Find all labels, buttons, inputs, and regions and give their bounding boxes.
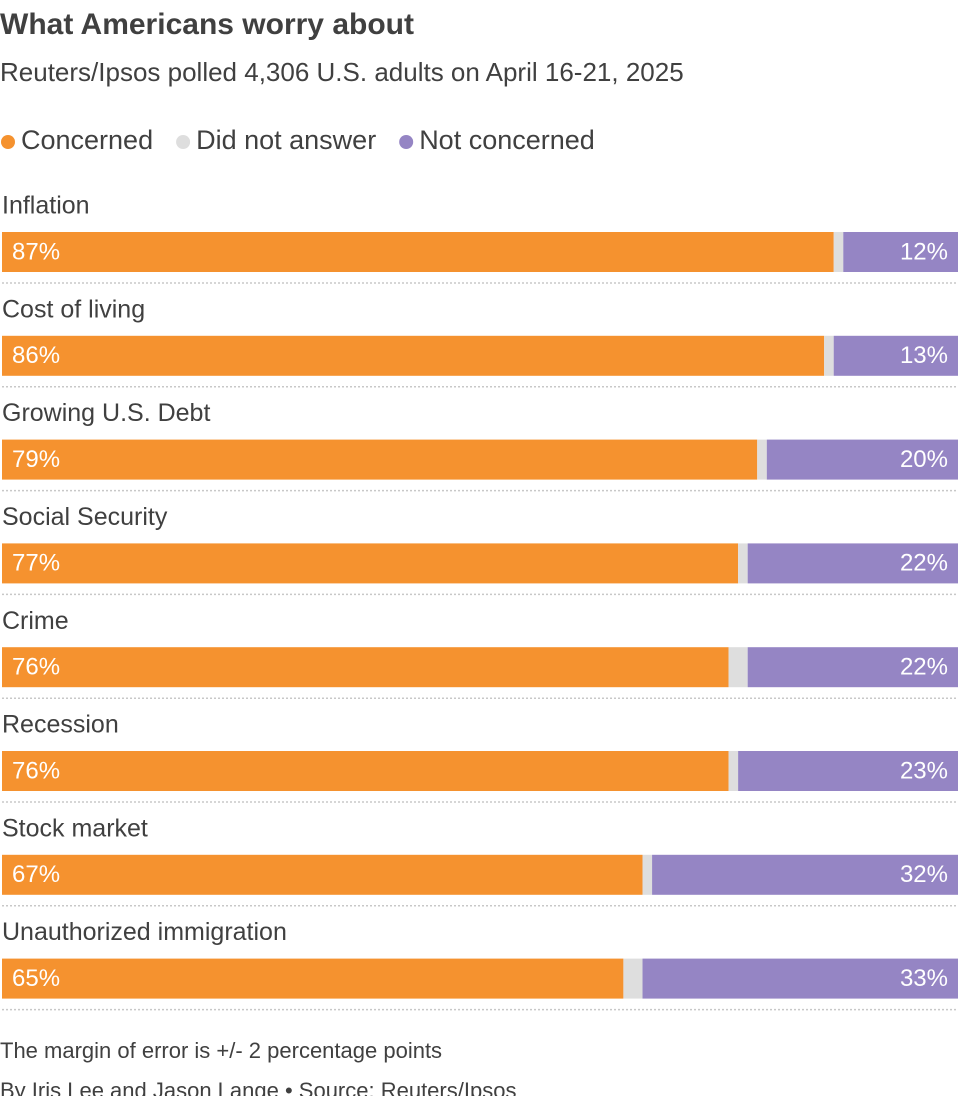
chart-title: What Americans worry about	[0, 8, 414, 41]
bar-segment	[623, 958, 643, 999]
legend-marker	[399, 135, 414, 149]
legend-label: Did not answer	[196, 125, 376, 155]
bar-segment	[738, 543, 748, 584]
legend-label: Not concerned	[419, 125, 595, 155]
category-label: Cost of living	[2, 295, 145, 323]
bar-segment	[2, 854, 643, 895]
value-label: 33%	[900, 965, 948, 992]
chart-subtitle: Reuters/Ipsos polled 4,306 U.S. adults o…	[0, 57, 684, 87]
value-label: 23%	[900, 757, 948, 784]
bar-segment	[833, 335, 958, 376]
value-label: 32%	[900, 861, 948, 888]
legend-marker	[176, 135, 191, 149]
category-label: Growing U.S. Debt	[2, 399, 210, 427]
legend-label: Concerned	[21, 125, 153, 155]
bar-segment	[843, 232, 958, 272]
category-label: Unauthorized immigration	[2, 918, 287, 946]
bar-segment	[833, 232, 844, 272]
bar-segment	[757, 439, 767, 480]
value-label: 77%	[12, 550, 60, 577]
bar-segment	[2, 751, 729, 791]
bar-segment	[2, 647, 729, 688]
bar-segment	[747, 543, 958, 584]
category-label: Recession	[2, 711, 119, 739]
value-label: 76%	[12, 757, 60, 784]
category-label: Crime	[2, 607, 69, 635]
bar-segment	[824, 335, 834, 376]
bar-segment	[766, 439, 958, 480]
value-label: 65%	[12, 965, 60, 992]
bar-segment	[747, 647, 958, 688]
value-label: 76%	[12, 654, 60, 681]
value-label: 20%	[900, 446, 948, 473]
bar-segment	[2, 439, 758, 480]
bar-segment	[642, 854, 653, 895]
bar-segment	[652, 854, 958, 895]
value-label: 13%	[900, 342, 948, 369]
value-label: 12%	[900, 238, 948, 265]
footnote: The margin of error is +/- 2 percentage …	[0, 1038, 442, 1063]
bar-segment	[728, 751, 739, 791]
bar-segment	[2, 958, 624, 999]
bar-segment	[738, 751, 958, 791]
bar-segment	[2, 335, 825, 376]
category-label: Social Security	[2, 503, 168, 531]
value-label: 79%	[12, 446, 60, 473]
value-label: 22%	[900, 550, 948, 577]
bar-segment	[728, 647, 748, 688]
legend-marker	[1, 135, 15, 149]
value-label: 87%	[12, 238, 60, 265]
bar-segment	[2, 232, 834, 272]
bar-segment	[642, 958, 958, 999]
category-label: Stock market	[2, 814, 148, 842]
value-label: 86%	[12, 342, 60, 369]
bar-segment	[2, 543, 739, 584]
value-label: 22%	[900, 654, 948, 681]
category-label: Inflation	[2, 192, 90, 220]
footnote: By Iris Lee and Jason Lange • Source: Re…	[0, 1078, 516, 1096]
value-label: 67%	[12, 861, 60, 888]
